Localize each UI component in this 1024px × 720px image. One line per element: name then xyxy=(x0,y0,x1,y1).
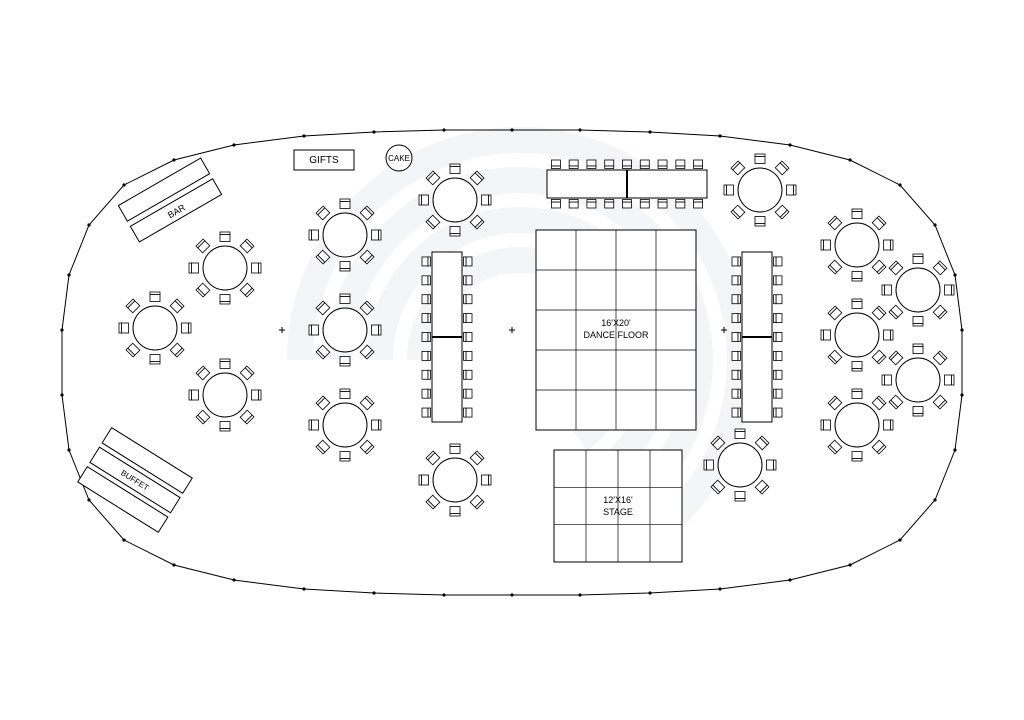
svg-text:DANCE FLOOR: DANCE FLOOR xyxy=(583,330,649,340)
svg-text:STAGE: STAGE xyxy=(603,507,633,517)
floor-plan: 16'X20'DANCE FLOOR12'X16'STAGEGIFTSCAKEB… xyxy=(0,0,1024,720)
svg-text:16'X20': 16'X20' xyxy=(601,318,631,328)
svg-text:GIFTS: GIFTS xyxy=(309,155,339,166)
svg-text:CAKE: CAKE xyxy=(388,154,410,163)
svg-text:12'X16': 12'X16' xyxy=(603,495,633,505)
